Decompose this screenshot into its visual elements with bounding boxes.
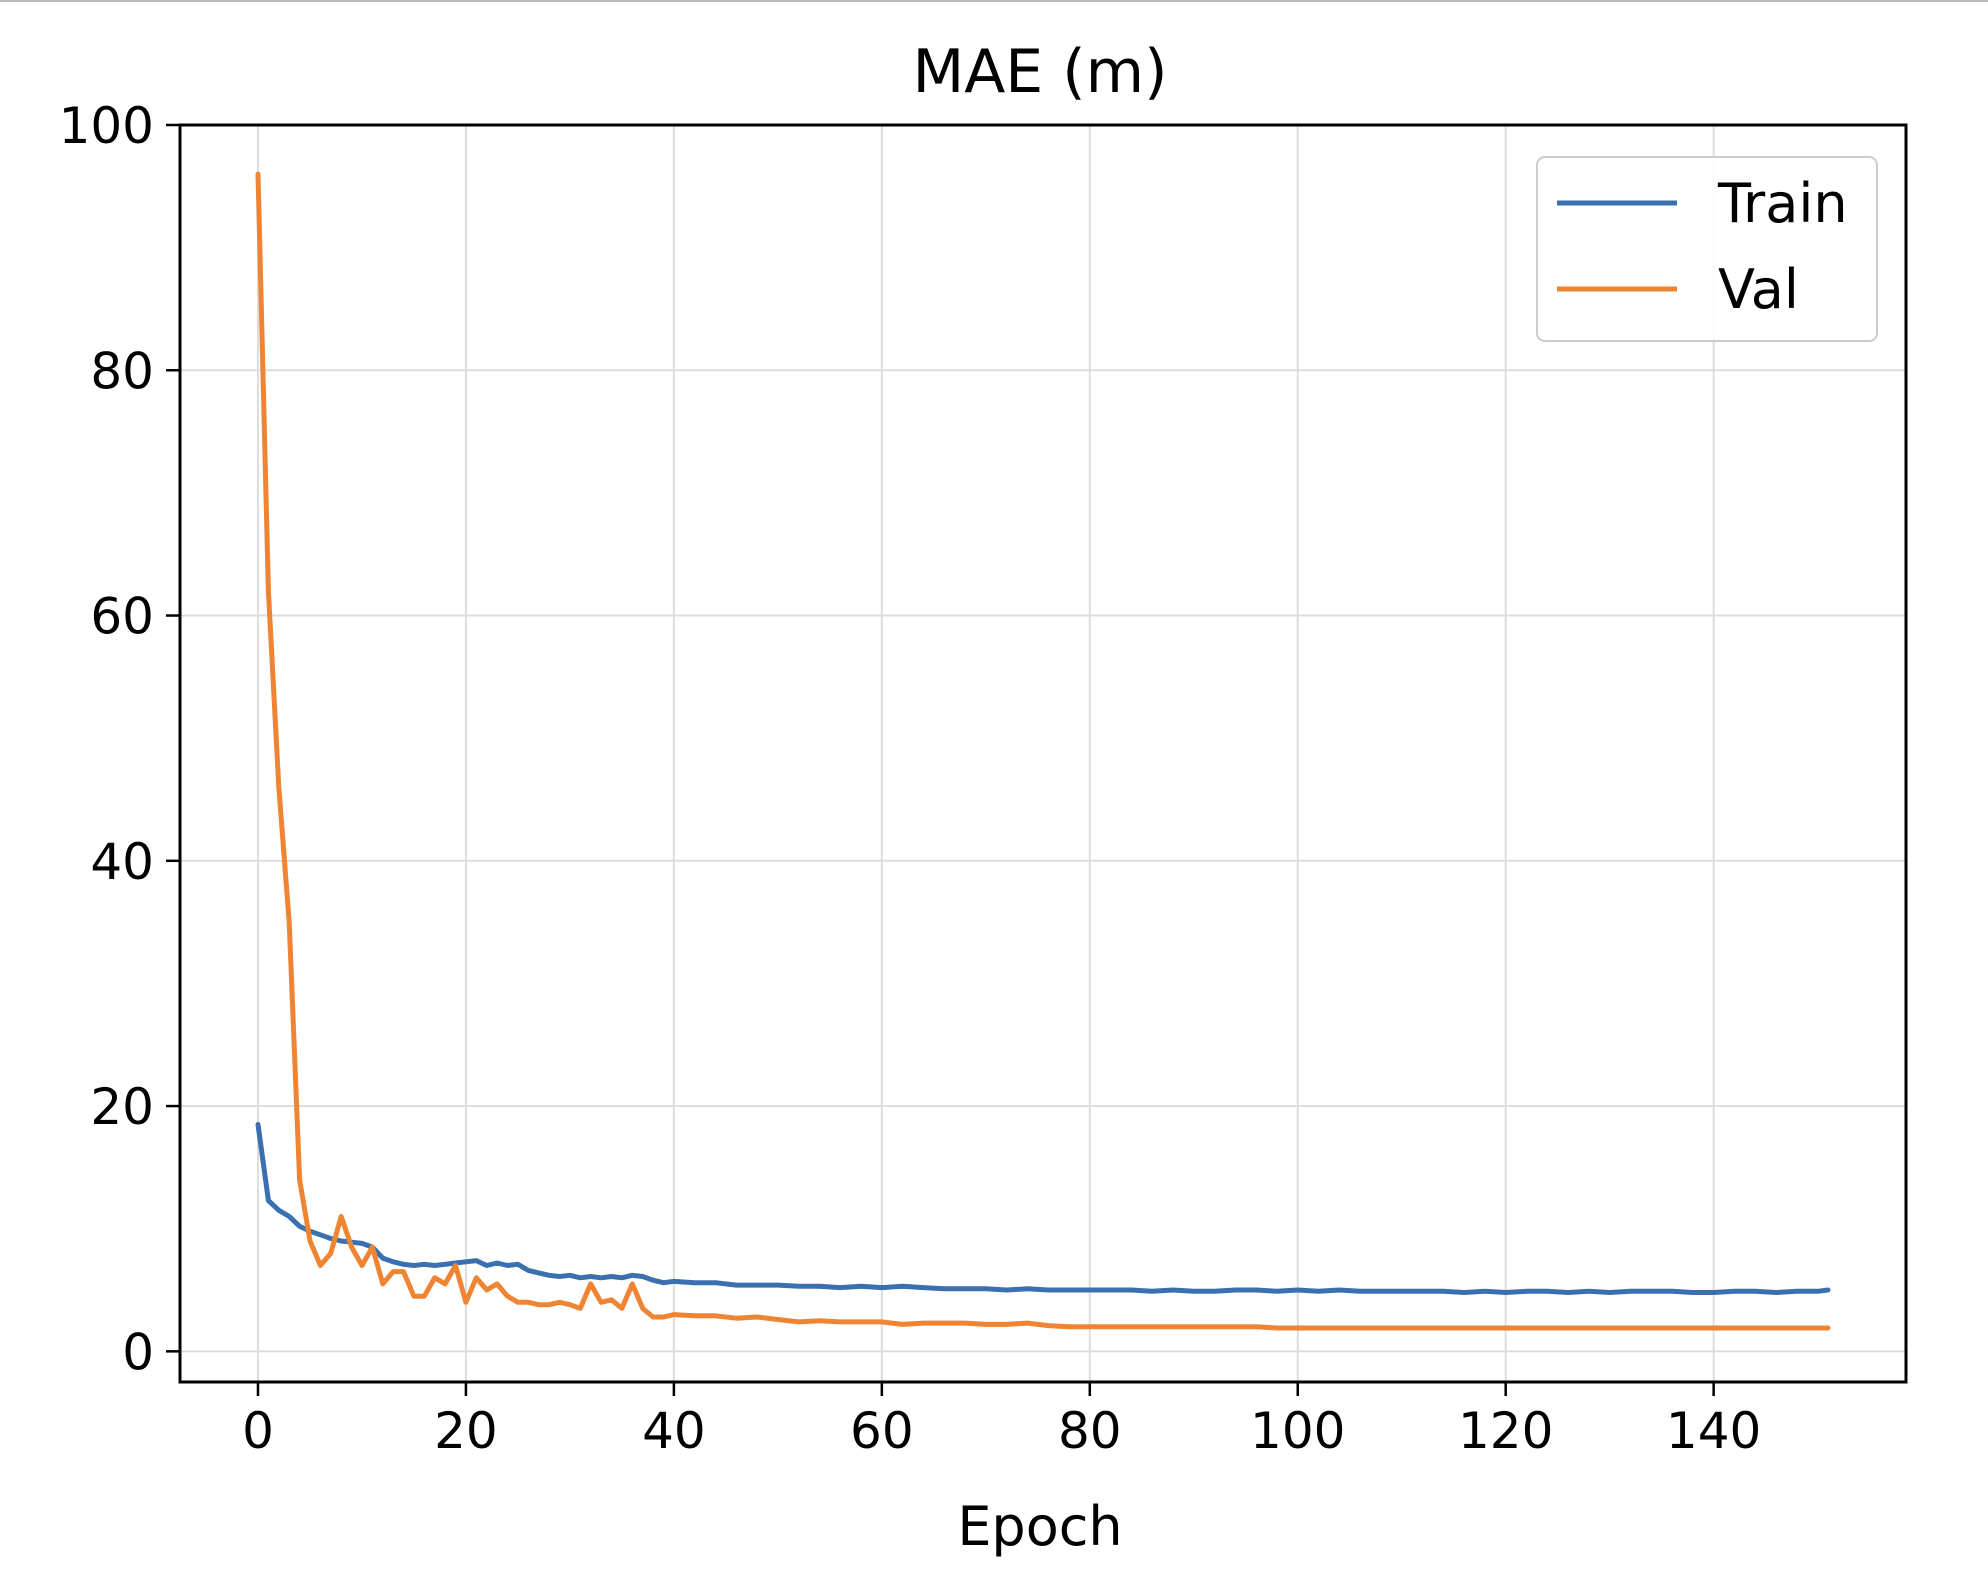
- x-tick-label: 20: [434, 1402, 498, 1460]
- x-tick-label: 80: [1058, 1402, 1122, 1460]
- x-tick-label: 40: [642, 1402, 706, 1460]
- axis-ticks: 0 20 40 60 80 100 120 140 0 20 40 60 80 100: [59, 97, 1762, 1460]
- chart-title: MAE (m): [912, 37, 1167, 107]
- legend-label-val: Val: [1718, 258, 1799, 321]
- y-tick-label: 60: [90, 588, 154, 646]
- series-line-val: [255, 171, 1831, 1331]
- x-tick-label: 100: [1250, 1402, 1345, 1460]
- x-tick-label: 60: [850, 1402, 914, 1460]
- x-tick-label: 0: [242, 1402, 274, 1460]
- plot-frame: [178, 123, 1908, 1384]
- y-tick-label: 40: [90, 833, 154, 891]
- y-tick-label: 80: [90, 342, 154, 400]
- y-tick-label: 20: [90, 1078, 154, 1136]
- legend-label-train: Train: [1717, 172, 1848, 235]
- x-tick-label: 140: [1666, 1402, 1761, 1460]
- legend: Train Val: [1536, 156, 1878, 342]
- series-line-train: [255, 1122, 1831, 1295]
- x-tick-label: 120: [1458, 1402, 1553, 1460]
- series-lines: [255, 171, 1831, 1331]
- y-tick-label: 100: [59, 97, 154, 155]
- y-tick-label: 0: [122, 1323, 154, 1381]
- x-axis-label: Epoch: [957, 1495, 1122, 1558]
